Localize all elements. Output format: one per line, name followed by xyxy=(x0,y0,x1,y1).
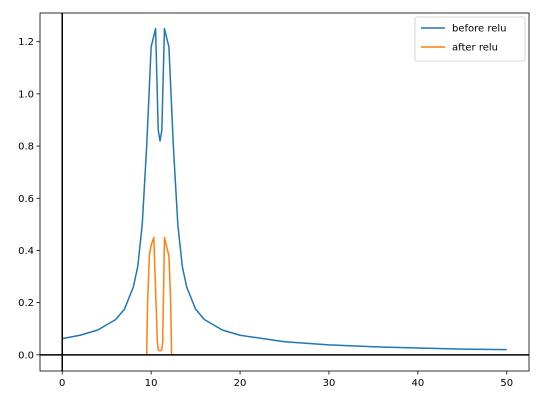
y-tick-label: 1.2 xyxy=(18,37,34,48)
legend-label: before relu xyxy=(452,24,507,35)
x-tick-label: 10 xyxy=(145,378,158,389)
series-line-after-relu xyxy=(145,236,174,356)
plot-area xyxy=(40,13,529,371)
y-tick-label: 1.0 xyxy=(18,89,34,100)
x-tick-label: 50 xyxy=(500,378,513,389)
y-tick-label: 0.8 xyxy=(18,142,34,153)
axes-frame xyxy=(39,12,530,372)
x-tick-label: 40 xyxy=(411,378,424,389)
legend: before relu after relu xyxy=(414,16,526,62)
x-tick-label: 20 xyxy=(234,378,247,389)
y-tick-label: 0.6 xyxy=(18,194,34,205)
x-tick-label: 0 xyxy=(59,378,65,389)
axes: 0 10 20 30 40 50 0.0 0.2 0.4 0.6 0.8 1.0 1.2 xyxy=(18,12,530,389)
y-tick-label: 0.2 xyxy=(18,298,34,309)
x-tick-label: 30 xyxy=(323,378,336,389)
legend-label: after relu xyxy=(452,43,498,54)
y-tick-label: 0.0 xyxy=(18,350,34,361)
y-tick-label: 0.4 xyxy=(18,246,34,257)
series-line-before-relu xyxy=(62,27,507,351)
